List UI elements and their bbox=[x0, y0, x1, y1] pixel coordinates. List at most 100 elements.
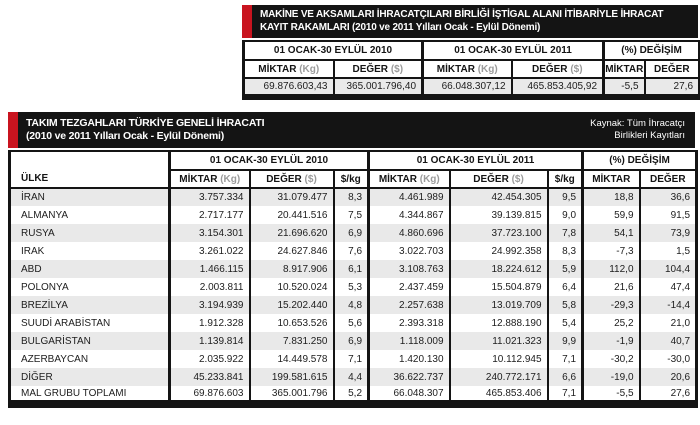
cell-miktar-2010: 1.466.115 bbox=[168, 260, 250, 278]
cell-miktar-2011: 4.860.696 bbox=[367, 224, 450, 242]
cell-per-kg-2011: 5,8 bbox=[546, 296, 583, 314]
cell-per-kg-2010: 5,6 bbox=[332, 314, 369, 332]
cell-miktar-change: 21,6 bbox=[581, 278, 640, 296]
cell-deger-2010: 199.581.615 bbox=[248, 368, 334, 386]
cell-deger-2011: 10.112.945 bbox=[448, 350, 548, 368]
cell-per-kg-2010: 6,1 bbox=[332, 260, 369, 278]
cell-per-kg-2010: 7,6 bbox=[332, 242, 369, 260]
cell-miktar-2010: 3.194.939 bbox=[168, 296, 250, 314]
cell-deger-2010: 21.696.620 bbox=[248, 224, 334, 242]
country-row: ABD 1.466.115 8.917.906 6,1 3.108.763 18… bbox=[8, 260, 699, 278]
machinery-subheader-row: MİKTAR (Kg) DEĞER ($) MİKTAR (Kg) DEĞER … bbox=[242, 60, 700, 78]
country-cell: IRAK bbox=[8, 242, 170, 260]
cell-deger-2011: 15.504.879 bbox=[448, 278, 548, 296]
cell-miktar-2010: 3.154.301 bbox=[168, 224, 250, 242]
machinery-export-table: MAKİNE VE AKSAMLARI İHRACATÇILARI BİRLİĞ… bbox=[241, 5, 700, 100]
cell-per-kg-2010: 6,9 bbox=[332, 332, 369, 350]
country-row: POLONYA 2.003.811 10.520.024 5,3 2.437.4… bbox=[8, 278, 699, 296]
cell-miktar-change: 25,2 bbox=[581, 314, 640, 332]
cell-miktar-2011: 66.048.307 bbox=[367, 386, 450, 404]
machinery-period-row: 01 OCAK-30 EYLÜL 2010 01 OCAK-30 EYLÜL 2… bbox=[241, 41, 700, 61]
deger-2010-header: DEĞER ($) bbox=[248, 170, 334, 188]
cell-miktar-2010: 2.717.177 bbox=[168, 206, 250, 224]
cell-deger-2011: 13.019.709 bbox=[448, 296, 548, 314]
cell-miktar-2011: 66.048.307,12 bbox=[421, 78, 512, 97]
cell-per-kg-2011: 8,3 bbox=[546, 242, 583, 260]
cell-miktar-2011: 2.437.459 bbox=[367, 278, 450, 296]
cell-miktar-change: 112,0 bbox=[581, 260, 640, 278]
cell-deger-2010: 365.001.796 bbox=[248, 386, 334, 404]
miktar-change-header: MİKTAR bbox=[602, 60, 645, 78]
change-header: (%) DEĞİŞİM bbox=[581, 151, 699, 171]
cell-deger-2011: 465.853.406 bbox=[448, 386, 548, 404]
cell-per-kg-2010: 5,3 bbox=[332, 278, 369, 296]
country-row: SUUDİ ARABİSTAN 1.912.328 10.653.526 5,6… bbox=[8, 314, 699, 332]
cell-deger-2010: 31.079.477 bbox=[248, 188, 334, 206]
source-note-line2: Birlikleri Kayıtları bbox=[614, 130, 685, 141]
cell-deger-change: 47,4 bbox=[638, 278, 699, 296]
usd-unit-label: ($) bbox=[570, 63, 583, 75]
cell-miktar-change: -19,0 bbox=[581, 368, 640, 386]
country-cell: ALMANYA bbox=[8, 206, 170, 224]
cell-per-kg-2010: 6,9 bbox=[332, 224, 369, 242]
cell-miktar-change: -5,5 bbox=[581, 386, 640, 404]
cell-deger-2010: 8.917.906 bbox=[248, 260, 334, 278]
usd-unit-label: ($) bbox=[511, 173, 524, 185]
miktar-2011-header: MİKTAR (Kg) bbox=[367, 170, 450, 188]
cell-miktar-2010: 69.876.603,43 bbox=[242, 78, 334, 97]
cell-miktar-2011: 1.118.009 bbox=[367, 332, 450, 350]
country-cell: DİĞER bbox=[8, 368, 170, 386]
deger-2010-header: DEĞER ($) bbox=[332, 60, 423, 78]
per-kg-2010-header: $/kg bbox=[332, 170, 369, 188]
period-2010-header: 01 OCAK-30 EYLÜL 2010 bbox=[241, 41, 423, 61]
cell-per-kg-2011: 6,6 bbox=[546, 368, 583, 386]
country-row: MAL GRUBU TOPLAMI 69.876.603 365.001.796… bbox=[8, 386, 699, 404]
deger-2011-header: DEĞER ($) bbox=[510, 60, 604, 78]
cell-deger-2010: 20.441.516 bbox=[248, 206, 334, 224]
usd-unit-label: ($) bbox=[304, 173, 317, 185]
period-2011-header: 01 OCAK-30 EYLÜL 2011 bbox=[421, 41, 604, 61]
kg-unit-label: (Kg) bbox=[419, 173, 440, 185]
cell-per-kg-2011: 5,4 bbox=[546, 314, 583, 332]
cell-deger-2011: 18.224.612 bbox=[448, 260, 548, 278]
cell-deger-2011: 24.992.358 bbox=[448, 242, 548, 260]
cell-deger-change: -30,0 bbox=[638, 350, 699, 368]
cell-miktar-2010: 2.003.811 bbox=[168, 278, 250, 296]
machinery-table-head: 01 OCAK-30 EYLÜL 2010 01 OCAK-30 EYLÜL 2… bbox=[241, 41, 700, 78]
machine-tools-table-body: İRAN 3.757.334 31.079.477 8,3 4.461.989 … bbox=[8, 188, 699, 404]
miktar-change-header: MİKTAR bbox=[581, 170, 640, 188]
cell-deger-change: 21,0 bbox=[638, 314, 699, 332]
machine-tools-title-line2: (2010 ve 2011 Yılları Ocak - Eylül Dönem… bbox=[26, 130, 225, 143]
cell-deger-2011: 42.454.305 bbox=[448, 188, 548, 206]
cell-deger-change: 36,6 bbox=[638, 188, 699, 206]
cell-deger-2010: 24.627.846 bbox=[248, 242, 334, 260]
country-row: IRAK 3.261.022 24.627.846 7,6 3.022.703 … bbox=[8, 242, 699, 260]
country-row: ALMANYA 2.717.177 20.441.516 7,5 4.344.8… bbox=[8, 206, 699, 224]
country-cell: RUSYA bbox=[8, 224, 170, 242]
cell-deger-change: 104,4 bbox=[638, 260, 699, 278]
change-header: (%) DEĞİŞİM bbox=[602, 41, 700, 61]
cell-miktar-2011: 1.420.130 bbox=[367, 350, 450, 368]
cell-per-kg-2010: 4,4 bbox=[332, 368, 369, 386]
source-note-line1: Kaynak: Tüm İhracatçı bbox=[590, 117, 685, 129]
cell-per-kg-2011: 7,8 bbox=[546, 224, 583, 242]
cell-per-kg-2011: 9,0 bbox=[546, 206, 583, 224]
country-cell: ABD bbox=[8, 260, 170, 278]
country-row: BREZİLYA 3.194.939 15.202.440 4,8 2.257.… bbox=[8, 296, 699, 314]
miktar-2010-header: MİKTAR (Kg) bbox=[168, 170, 250, 188]
cell-deger-2011: 240.772.171 bbox=[448, 368, 548, 386]
kg-unit-label: (Kg) bbox=[299, 63, 320, 75]
cell-miktar-2010: 1.139.814 bbox=[168, 332, 250, 350]
cell-miktar-change: -30,2 bbox=[581, 350, 640, 368]
cell-miktar-2010: 2.035.922 bbox=[168, 350, 250, 368]
country-row: AZERBAYCAN 2.035.922 14.449.578 7,1 1.42… bbox=[8, 350, 699, 368]
machinery-table-body: 69.876.603,43 365.001.796,40 66.048.307,… bbox=[242, 78, 700, 97]
cell-deger-change: 27,6 bbox=[638, 386, 699, 404]
machine-tools-export-table: TAKIM TEZGAHLARI TÜRKİYE GENELİ İHRACATI… bbox=[8, 112, 699, 408]
machinery-title-bar: MAKİNE VE AKSAMLARI İHRACATÇILARI BİRLİĞ… bbox=[242, 5, 698, 38]
cell-miktar-change: -7,3 bbox=[581, 242, 640, 260]
cell-per-kg-2010: 8,3 bbox=[332, 188, 369, 206]
miktar-2011-header: MİKTAR (Kg) bbox=[421, 60, 512, 78]
cell-miktar-2011: 4.461.989 bbox=[367, 188, 450, 206]
country-row: İRAN 3.757.334 31.079.477 8,3 4.461.989 … bbox=[8, 188, 699, 206]
